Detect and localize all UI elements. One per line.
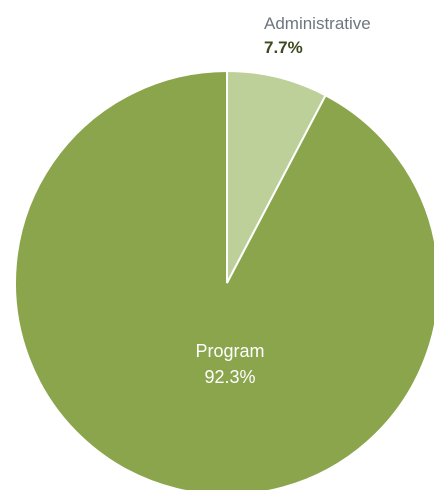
pie-slice-administrative [226,69,327,284]
label-administrative: Administrative 7.7% [264,14,371,57]
slice-label-program: Program [195,341,264,361]
slice-label-administrative: Administrative [264,14,371,33]
pie-slices [14,69,434,490]
pie-slice-program [14,69,434,490]
slice-value-program: 92.3% [204,367,255,387]
slice-value-administrative: 7.7% [264,38,303,57]
label-program: Program 92.3% [195,341,264,387]
